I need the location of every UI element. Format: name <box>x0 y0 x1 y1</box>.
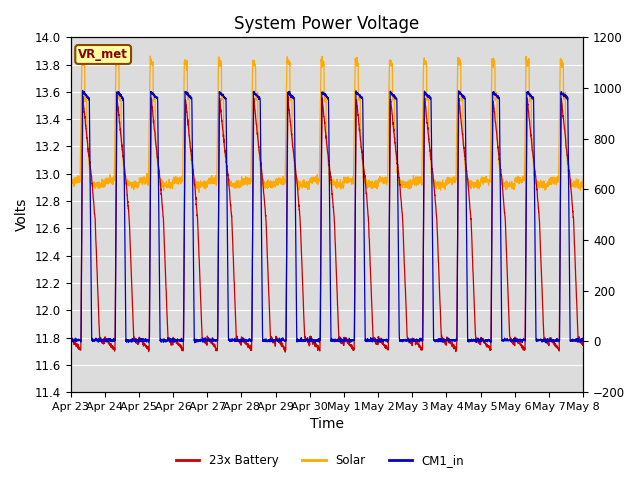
CM1_in <box>515 337 522 343</box>
23x Battery <box>286 111 294 117</box>
CM1_in <box>125 338 133 344</box>
Solar <box>156 178 163 183</box>
Solar <box>147 53 154 59</box>
23x Battery <box>125 217 133 223</box>
23x Battery <box>113 93 121 98</box>
Solar <box>515 179 522 185</box>
CM1_in <box>570 338 577 344</box>
CM1_in <box>285 91 293 96</box>
23x Battery <box>579 335 587 340</box>
Solar <box>570 183 577 189</box>
Line: CM1_in: CM1_in <box>70 91 583 343</box>
CM1_in <box>264 338 271 344</box>
CM1_in <box>579 337 587 343</box>
Solar <box>125 182 133 188</box>
CM1_in <box>67 336 74 341</box>
X-axis label: Time: Time <box>310 418 344 432</box>
23x Battery <box>515 338 522 344</box>
23x Battery <box>282 349 289 355</box>
23x Battery <box>67 333 74 338</box>
Text: VR_met: VR_met <box>78 48 128 61</box>
CM1_in <box>312 340 319 346</box>
Solar <box>286 62 294 68</box>
Legend: 23x Battery, Solar, CM1_in: 23x Battery, Solar, CM1_in <box>171 449 469 472</box>
23x Battery <box>264 252 271 258</box>
Title: System Power Voltage: System Power Voltage <box>234 15 419 33</box>
Solar <box>264 185 271 191</box>
23x Battery <box>156 173 163 179</box>
Line: Solar: Solar <box>70 56 583 192</box>
23x Battery <box>570 214 577 220</box>
Solar <box>195 190 203 195</box>
Solar <box>579 177 587 183</box>
CM1_in <box>156 288 163 294</box>
Solar <box>67 174 74 180</box>
Y-axis label: Volts: Volts <box>15 198 29 231</box>
CM1_in <box>79 88 86 94</box>
Line: 23x Battery: 23x Battery <box>70 96 583 352</box>
